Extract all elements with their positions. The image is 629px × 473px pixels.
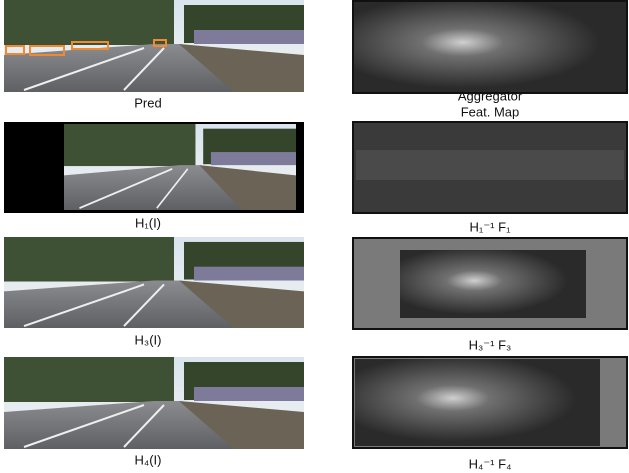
panel-caption: Aggregator — [458, 88, 523, 103]
panel-caption: Pred — [134, 95, 161, 110]
pred-image — [4, 0, 304, 92]
panel-caption: H₃(I) — [135, 332, 162, 347]
panel-caption: H₄(I) — [135, 452, 162, 467]
feature-map — [353, 357, 627, 448]
feature-map — [353, 122, 627, 213]
warped-image — [4, 357, 304, 449]
figure: Pred H₁(I) H₃(I) H₄(I) Aggregator Feat. … — [0, 0, 629, 473]
warped-image — [4, 122, 304, 213]
panel-caption: H₄⁻¹ F₄ — [469, 456, 512, 471]
panel-caption: H₁(I) — [135, 215, 161, 230]
feature-map — [353, 1, 627, 93]
warped-image — [4, 237, 304, 328]
panel-caption: H₁⁻¹ F₁ — [470, 219, 512, 234]
panel-caption: Feat. Map — [461, 104, 520, 119]
panel-caption: H₃⁻¹ F₃ — [469, 337, 512, 352]
feature-map — [353, 238, 627, 329]
